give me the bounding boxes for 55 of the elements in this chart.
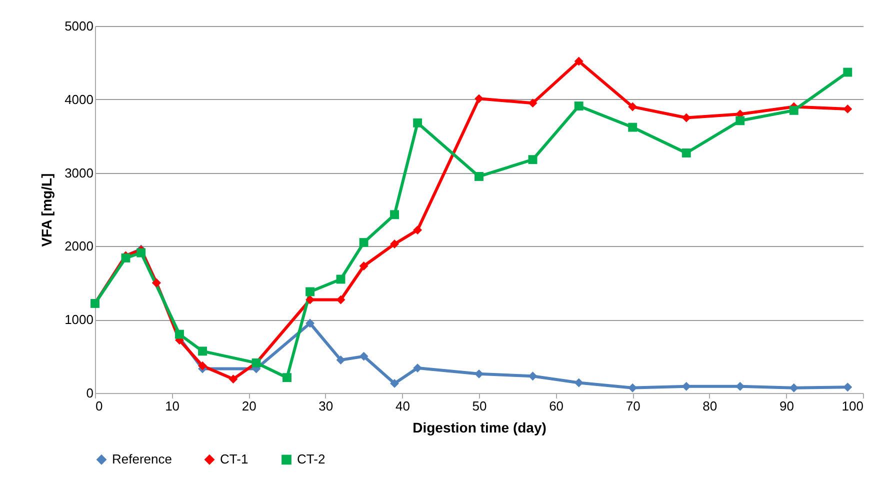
y-axis-title: VFA [mg/L]	[38, 173, 55, 247]
x-tick-label: 70	[626, 398, 640, 414]
point	[574, 378, 584, 388]
point	[789, 106, 798, 115]
x-tick-label: 10	[165, 398, 180, 414]
point	[390, 210, 399, 220]
point	[843, 104, 852, 114]
point	[306, 287, 315, 296]
point	[628, 122, 638, 132]
point	[390, 240, 399, 248]
x-tick-label: 20	[242, 398, 256, 414]
x-tick-label: 40	[395, 398, 410, 414]
point	[574, 56, 584, 66]
point	[336, 274, 346, 284]
x-tick-label: 60	[549, 398, 564, 414]
point	[175, 330, 184, 339]
point	[682, 148, 691, 158]
point	[528, 98, 538, 108]
x-tick-label: 30	[318, 398, 334, 414]
point	[474, 94, 484, 104]
point	[306, 318, 315, 328]
point	[198, 346, 207, 356]
point	[390, 378, 399, 388]
point	[736, 116, 745, 126]
x-axis-title: Digestion time (day)	[412, 420, 546, 436]
point	[474, 172, 484, 181]
x-tick-label: 100	[842, 398, 864, 414]
point	[528, 155, 538, 164]
point	[228, 374, 238, 384]
point	[628, 102, 638, 112]
y-tick-label: 2000	[64, 238, 94, 254]
point	[843, 382, 852, 392]
y-tick-label: 3000	[64, 165, 94, 180]
legend-label: CT-2	[297, 452, 326, 467]
y-tick-label: 1000	[64, 312, 94, 328]
point	[359, 238, 368, 247]
y-tick-label: 0	[86, 386, 94, 400]
legend-label: CT-1	[220, 452, 248, 467]
point	[359, 352, 368, 361]
point	[336, 356, 346, 364]
y-tick-label: 4000	[64, 92, 94, 107]
point	[136, 248, 146, 258]
x-tick-label: 0	[96, 398, 103, 414]
point	[574, 102, 584, 110]
legend-label: Reference	[112, 452, 172, 467]
y-tick-label: 5000	[64, 18, 94, 34]
point	[413, 118, 422, 128]
point	[843, 68, 852, 77]
point	[282, 373, 292, 382]
point	[413, 226, 422, 235]
x-tick-label: 90	[779, 398, 794, 414]
point	[198, 361, 207, 370]
point	[359, 262, 368, 270]
x-tick-label: 80	[702, 398, 718, 414]
x-tick-label: 50	[472, 398, 487, 414]
